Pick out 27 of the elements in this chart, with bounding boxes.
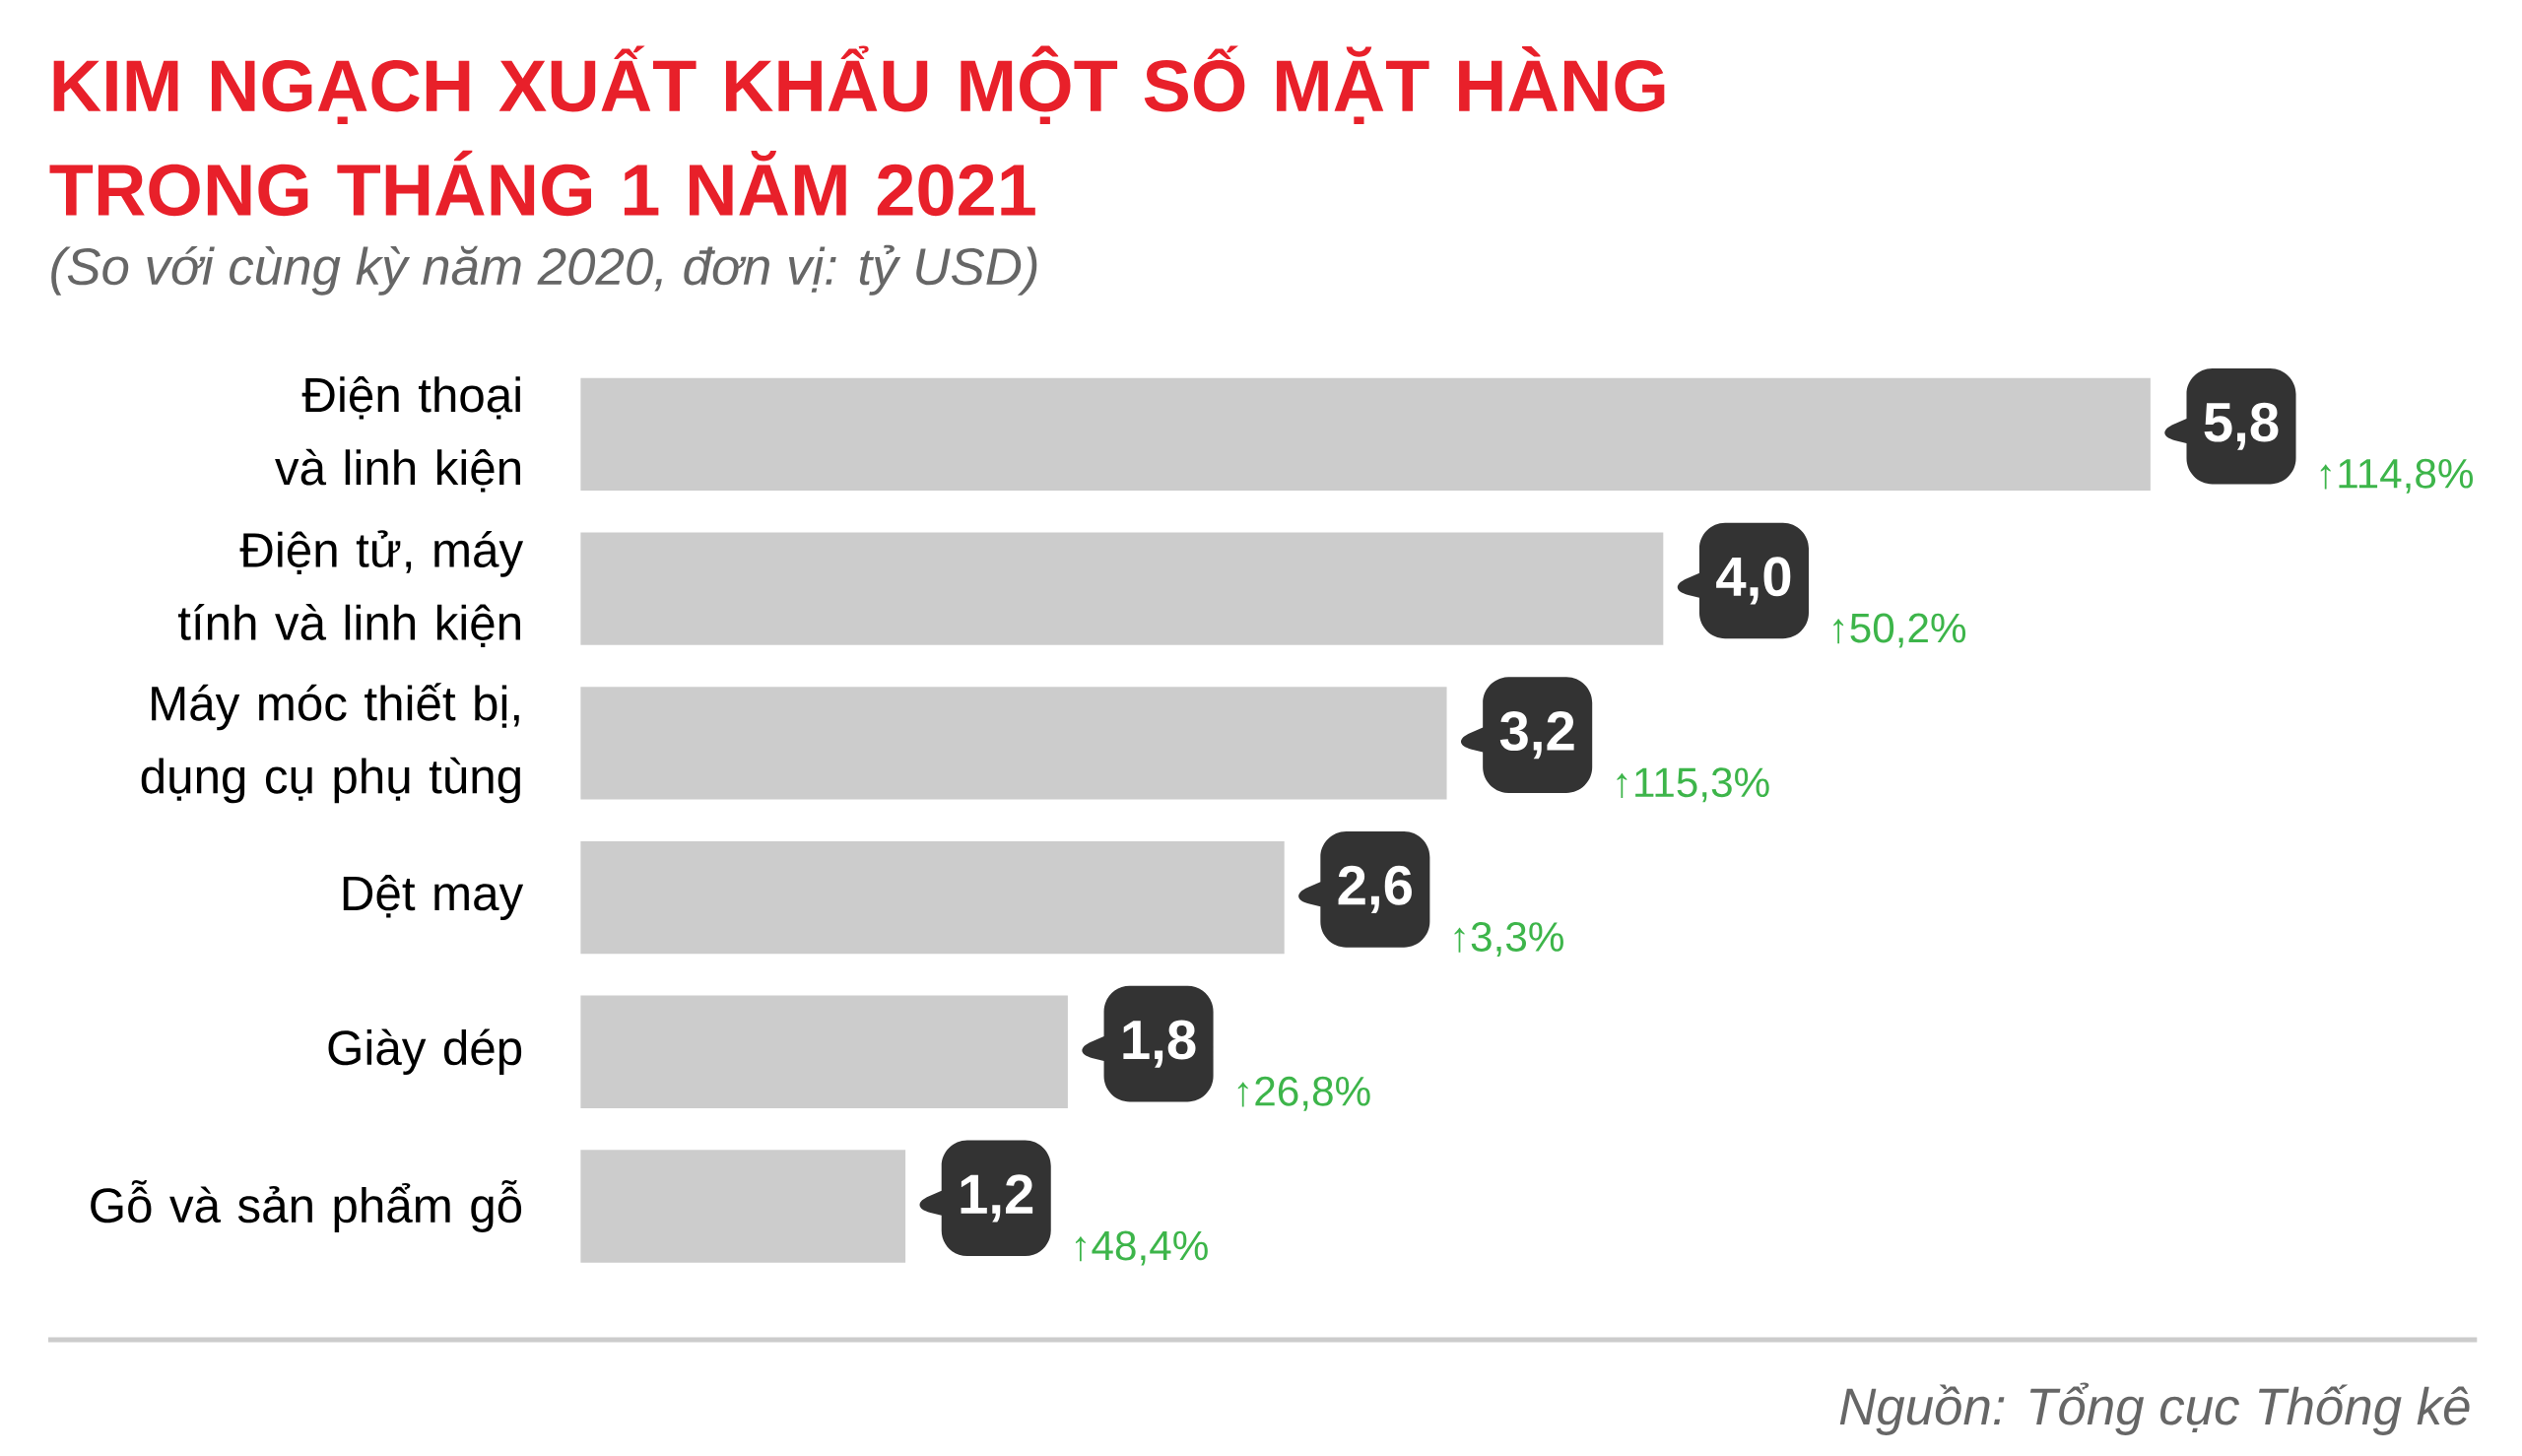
data-label: 5,8: [2204, 402, 2279, 450]
bar: [580, 687, 1447, 800]
bar: [580, 995, 1068, 1109]
chart-subtitle: (So với cùng kỳ năm 2020, đơn vị: tỷ USD): [51, 245, 1037, 296]
bar: [580, 1150, 906, 1263]
y-tick-label: Điện thoại và linh kiện: [275, 376, 520, 493]
data-label: 2,6: [1338, 866, 1412, 914]
annotation: ↑115,3%: [1617, 767, 1769, 803]
data-label: 1,8: [1123, 1020, 1196, 1068]
data-label: 1,2: [961, 1174, 1033, 1223]
data-label: 3,2: [1499, 711, 1574, 760]
bar: [580, 377, 2151, 492]
y-tick-label: Máy móc thiết bị, dụng cụ phụ tùng: [141, 683, 520, 804]
text: Nguồn: Tổng cục Thống kê: [1839, 1382, 2470, 1436]
annotation: ↑50,2%: [1833, 613, 1966, 648]
data-label: 4,0: [1716, 557, 1791, 605]
y-tick-label: Gỗ và sản phẩm gỗ: [91, 1180, 522, 1233]
bar: [580, 532, 1664, 645]
y-tick-label: Dệt may: [343, 875, 524, 921]
text: ↑114,8%: [2320, 459, 2474, 494]
annotation: ↑3,3%: [1454, 922, 1563, 958]
y-tick-label: Giày dép: [328, 1028, 522, 1076]
annotation: ↑26,8%: [1237, 1076, 1370, 1111]
chart-title: KIM NGẠCH XUẤT KHẨU MỘT SỐ MẶT HÀNG TRONG THÁNG 1 NĂM 2021: [49, 45, 1665, 217]
annotation: ↑48,4%: [1075, 1230, 1208, 1266]
bar: [580, 841, 1285, 955]
y-tick-label: Điện tử, máy tính và linh kiện: [177, 530, 524, 648]
